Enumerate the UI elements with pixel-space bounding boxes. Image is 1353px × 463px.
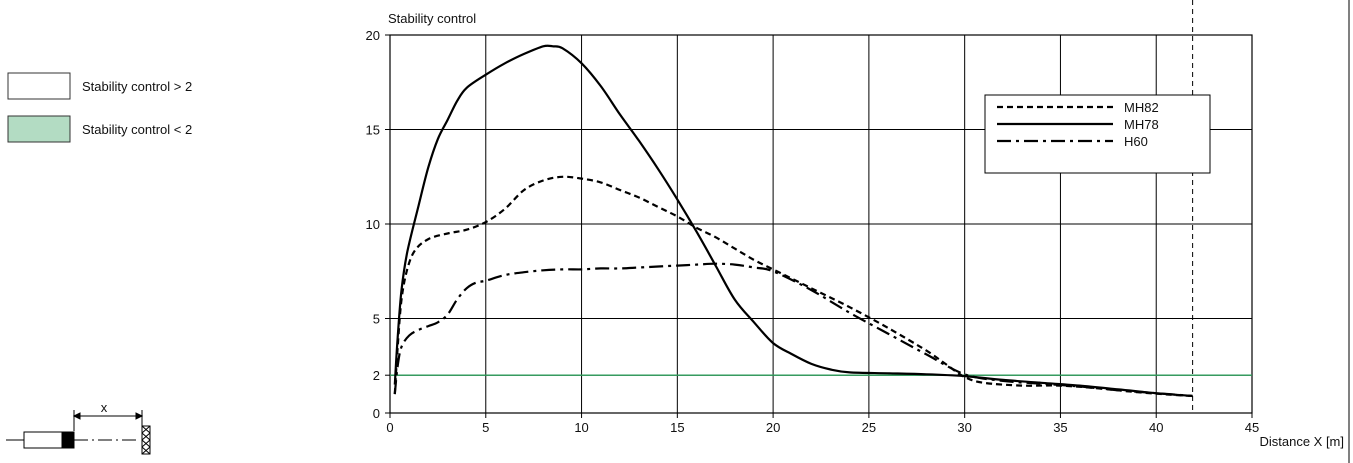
x-tick-label: 40: [1149, 420, 1163, 435]
y-tick-label: 20: [366, 28, 380, 43]
series-line-mh78: [393, 44, 1193, 398]
legend-label-h60: H60: [1124, 134, 1148, 149]
y-axis-label: Stability control: [388, 11, 476, 26]
legend-swatch-above: [7, 72, 71, 100]
x-tick-label: 0: [386, 420, 393, 435]
legend-label-mh78: MH78: [1124, 117, 1159, 132]
x-tick-label: 25: [862, 420, 876, 435]
x-tick-label: 20: [766, 420, 780, 435]
distance-diagram: [6, 410, 151, 455]
distance-diagram-label: x: [101, 400, 108, 415]
legend-swatch-below: [7, 115, 71, 143]
x-tick-label: 5: [482, 420, 489, 435]
x-tick-label: 30: [957, 420, 971, 435]
x-tick-label: 45: [1245, 420, 1259, 435]
legend-label-above: Stability control > 2: [82, 79, 192, 94]
threshold-legend: Stability control > 2 Stability control …: [7, 72, 192, 143]
x-axis-label: Distance X [m]: [1259, 434, 1344, 449]
y-tick-label: 10: [366, 217, 380, 232]
series-line-h60: [393, 262, 1193, 398]
y-tick-label: 5: [373, 312, 380, 327]
y-tick-label: 15: [366, 123, 380, 138]
x-tick-label: 10: [574, 420, 588, 435]
legend-label-below: Stability control < 2: [82, 122, 192, 137]
legend-label-mh82: MH82: [1124, 100, 1159, 115]
y-tick-label: 0: [373, 406, 380, 421]
x-tick-label: 15: [670, 420, 684, 435]
x-tick-label: 35: [1053, 420, 1067, 435]
series-line-mh82: [393, 175, 1193, 398]
y-tick-label: 2: [373, 368, 380, 383]
